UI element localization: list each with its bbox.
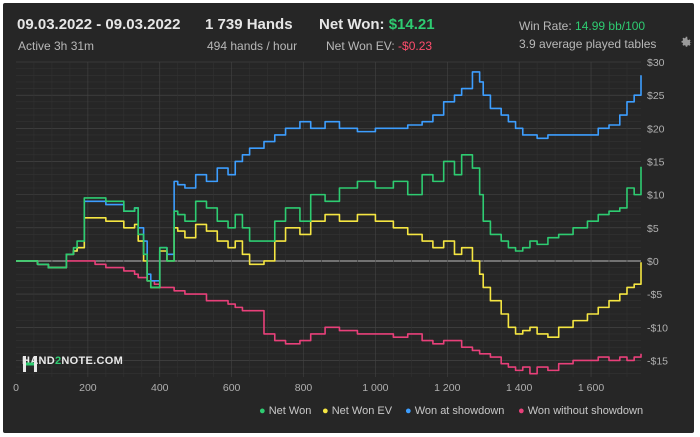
legend-won-at-showdown-label: Won at showdown (414, 405, 505, 417)
y-tick-label: $15 (647, 156, 665, 168)
active-time: Active 3h 31m (18, 39, 95, 53)
series-line-won-at-showdown (16, 71, 642, 282)
x-tick-label: 800 (295, 382, 313, 394)
y-tick-label: $10 (647, 190, 665, 202)
hands-per-hour: 494 hands / hour (207, 39, 298, 53)
x-tick-label: 1 600 (578, 382, 604, 394)
legend-dot-icon: ● (322, 405, 329, 417)
date-range: 09.03.2022 - 09.03.2022 (17, 16, 181, 33)
series-line-net-won-ev (16, 213, 642, 339)
legend-net-won-label: Net Won (268, 405, 312, 417)
x-axis: 0 200 400 600 800 1 000 1 200 1 400 1 600 (13, 382, 604, 394)
y-axis: $30 $25 $20 $15 $10 $5 $0 -$5 -$10 -$15 (647, 57, 668, 367)
legend-net-won[interactable]: ● Net Won (259, 405, 311, 417)
x-tick-label: 400 (151, 382, 169, 394)
net-won-ev: Net Won EV: -$0.23 (326, 39, 432, 53)
x-tick-label: 600 (223, 382, 241, 394)
chart-panel (3, 3, 694, 433)
y-tick-label: $0 (647, 256, 659, 268)
x-tick-label: 200 (79, 382, 97, 394)
legend-net-won-ev[interactable]: ● Net Won EV (322, 405, 392, 417)
legend-won-without-showdown-label: Won without showdown (527, 405, 644, 417)
hands-count: 1 739 Hands (205, 16, 293, 33)
legend-won-without-showdown[interactable]: ● Won without showdown (518, 405, 643, 417)
legend-dot-icon: ● (405, 405, 412, 417)
x-tick-label: 1 400 (506, 382, 532, 394)
series-line-won-without-showdown (16, 260, 642, 375)
series-group (16, 71, 642, 375)
x-tick-label: 1 000 (362, 382, 388, 394)
net-won-label: Net Won: (319, 16, 385, 33)
x-tick-label: 0 (13, 382, 19, 394)
legend-dot-icon: ● (518, 405, 525, 417)
y-tick-label: -$15 (647, 355, 668, 367)
net-won-ev-value: -$0.23 (398, 39, 433, 53)
x-tick-label: 1 200 (434, 382, 460, 394)
y-tick-label: $5 (647, 223, 659, 235)
win-rate-label: Win Rate: (519, 19, 572, 33)
net-won: Net Won: $14.21 (319, 16, 435, 33)
hand2note-logo-icon (23, 356, 37, 372)
win-rate-value: 14.99 bb/100 (575, 19, 646, 33)
chart-grid (16, 61, 641, 377)
legend-won-at-showdown[interactable]: ● Won at showdown (405, 405, 504, 417)
net-won-ev-label: Net Won EV: (326, 39, 395, 53)
series-line-net-won (16, 154, 642, 289)
legend-net-won-ev-label: Net Won EV (331, 405, 393, 417)
logo-text-mid: 2 (54, 355, 62, 367)
y-tick-label: -$10 (647, 322, 668, 334)
legend-dot-icon: ● (259, 405, 266, 417)
logo-text-right: NOTE.COM (61, 355, 124, 367)
hand2note-logo: HAND2NOTE.COM (22, 355, 124, 372)
avg-tables: 3.9 average played tables (519, 37, 657, 51)
win-rate: Win Rate: 14.99 bb/100 (519, 19, 645, 33)
y-tick-label: $30 (647, 57, 665, 69)
gear-icon[interactable] (679, 35, 693, 49)
net-won-value: $14.21 (388, 16, 435, 33)
y-tick-label: -$5 (647, 289, 662, 301)
y-tick-label: $20 (647, 123, 665, 135)
y-tick-label: $25 (647, 90, 665, 102)
